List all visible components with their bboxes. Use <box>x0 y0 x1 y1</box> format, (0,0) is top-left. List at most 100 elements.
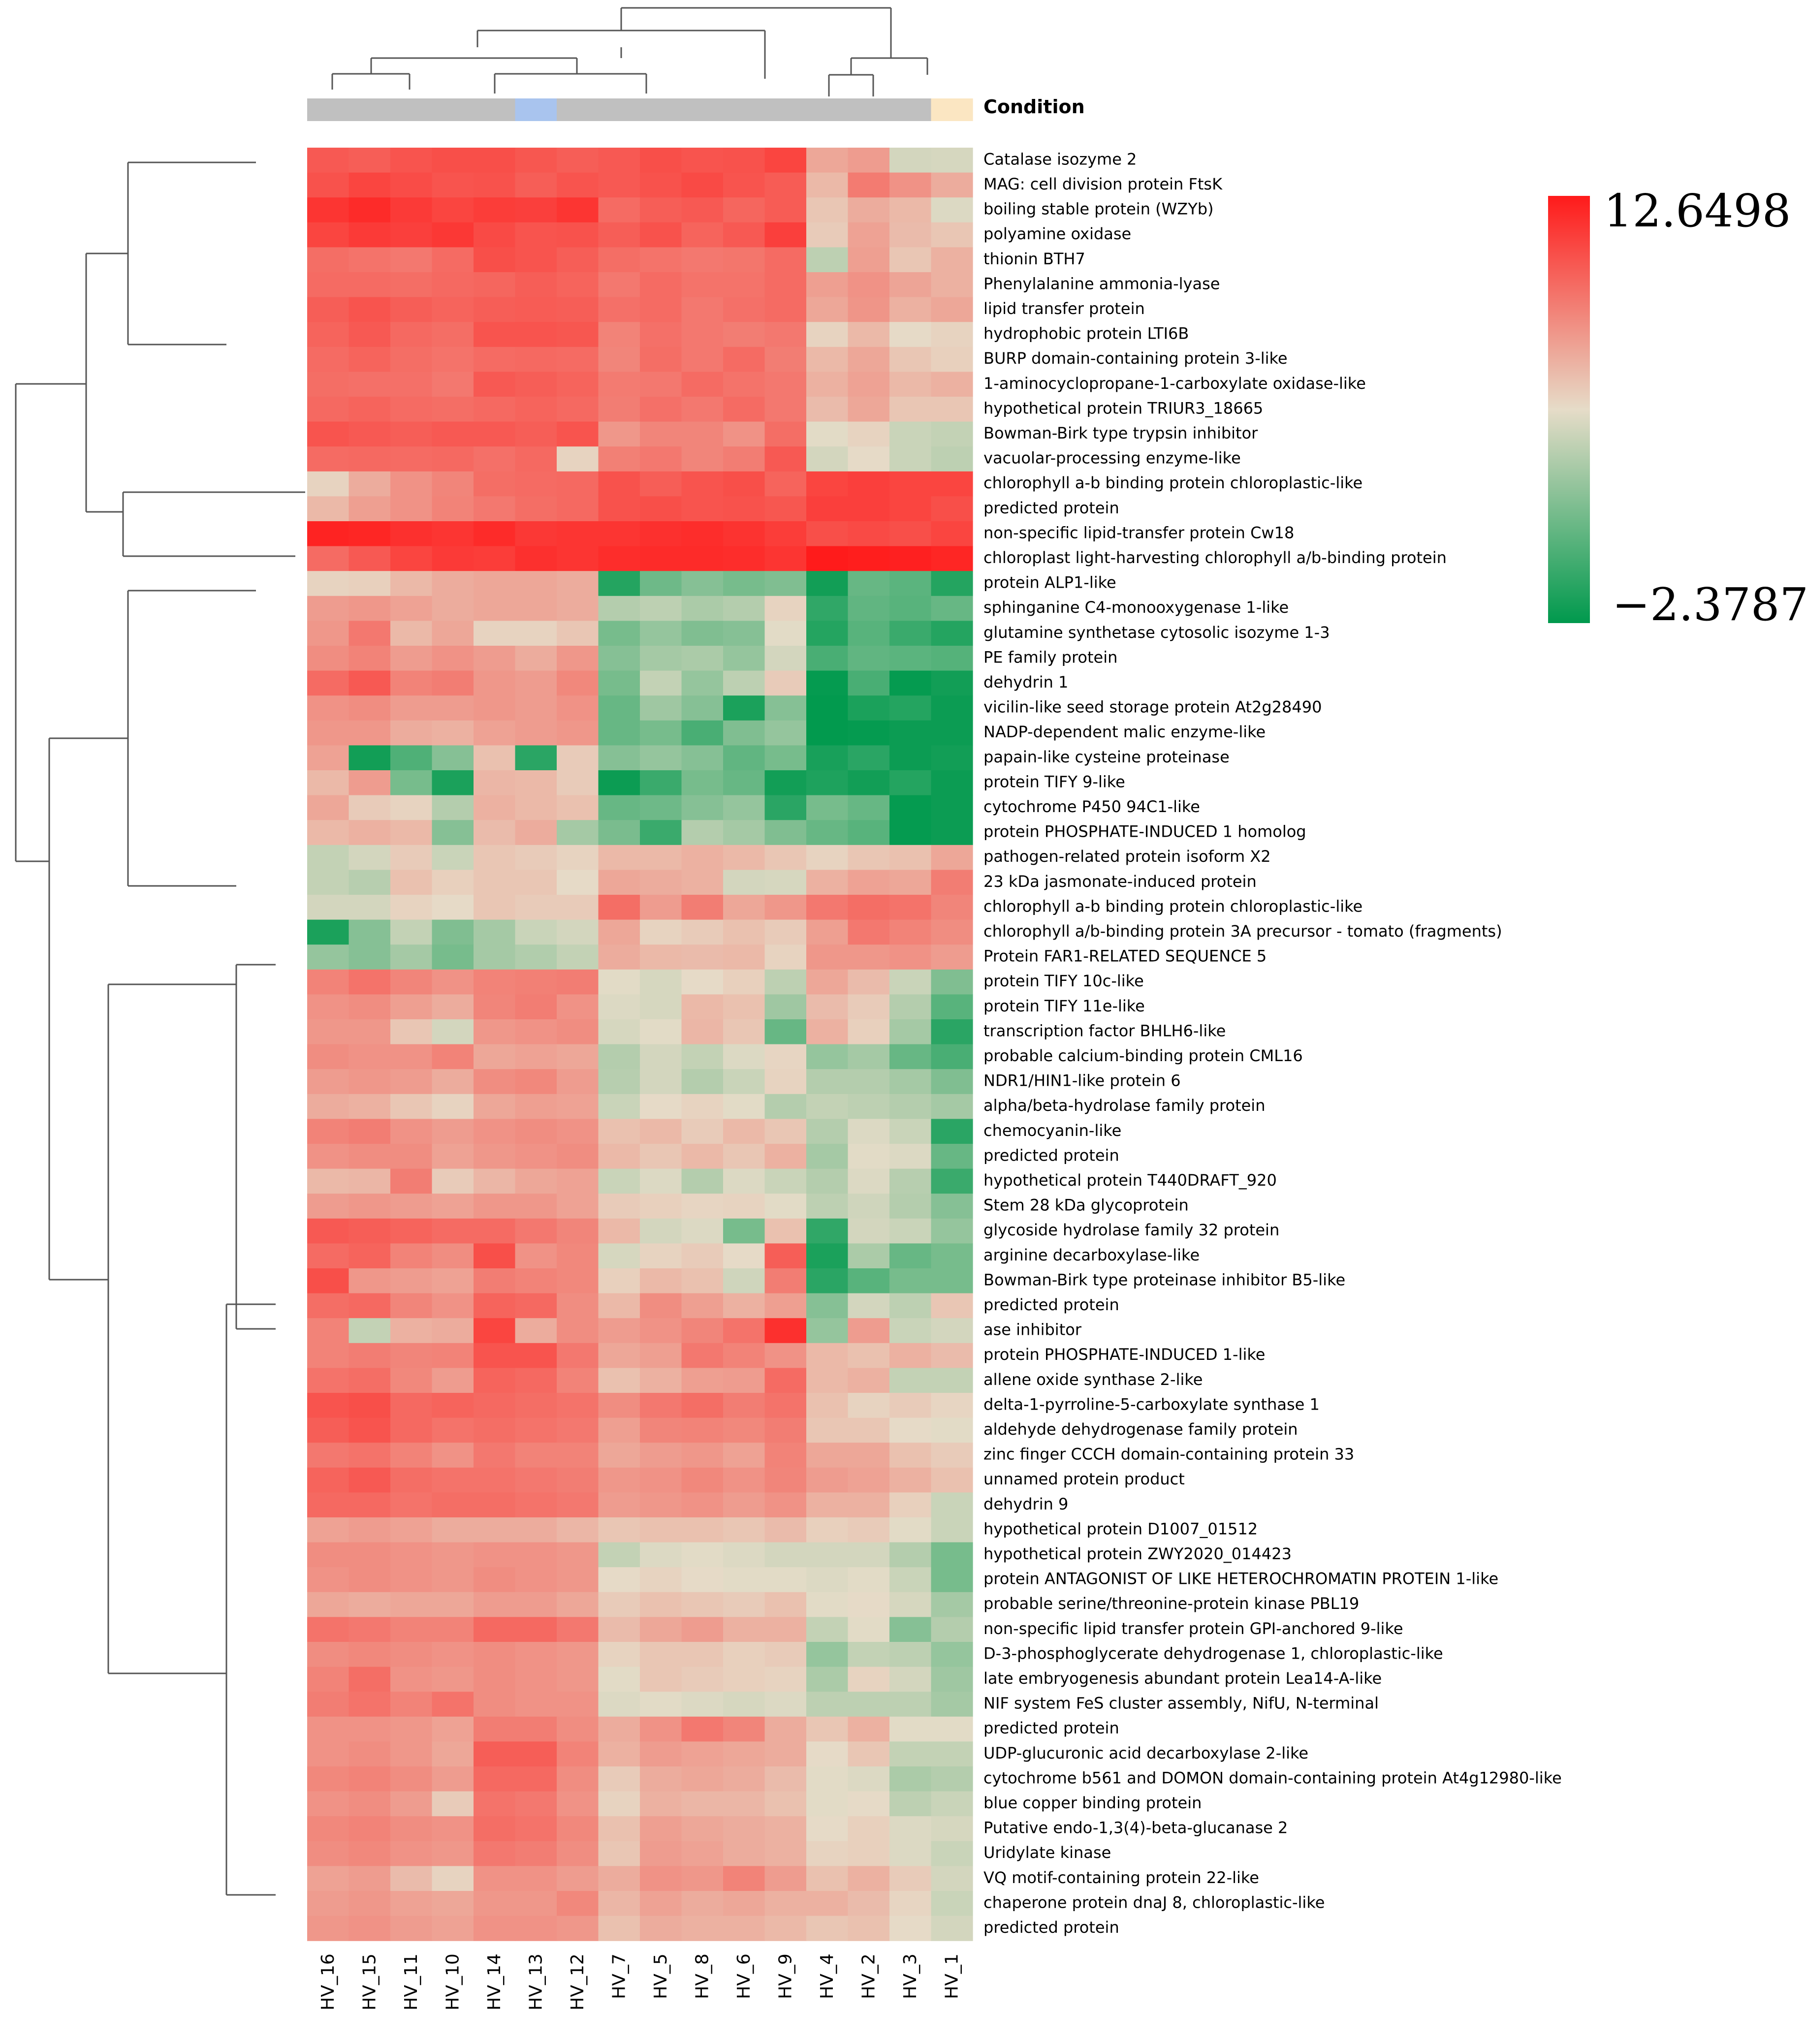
heatmap-cell <box>515 1642 557 1667</box>
heatmap-cell <box>640 1542 682 1568</box>
heatmap-cell <box>307 1417 349 1443</box>
heatmap-cell <box>764 944 807 970</box>
row-label: predicted protein <box>983 1918 1119 1937</box>
heatmap-cell <box>848 994 890 1020</box>
heatmap-cell <box>889 670 932 696</box>
heatmap-cell <box>889 1019 932 1045</box>
heatmap-cell <box>723 1791 765 1817</box>
heatmap-cell <box>723 1916 765 1941</box>
heatmap-cell <box>848 895 890 920</box>
heatmap-cell <box>848 1816 890 1842</box>
heatmap-cell <box>723 1567 765 1593</box>
heatmap-cell <box>515 1293 557 1319</box>
heatmap-cell <box>598 1268 640 1294</box>
legend-max-label: 12.6498 <box>1604 185 1791 237</box>
heatmap-cell <box>848 795 890 820</box>
heatmap-cell <box>889 919 932 945</box>
heatmap-cell <box>390 1343 433 1368</box>
heatmap-cell <box>889 1542 932 1568</box>
row-label: PE family protein <box>983 648 1117 666</box>
heatmap-cell <box>307 421 349 447</box>
heatmap-cell <box>557 670 599 696</box>
heatmap-cell <box>931 421 973 447</box>
heatmap-cell <box>432 646 474 671</box>
heatmap-cell <box>723 322 765 347</box>
heatmap-cell <box>432 372 474 397</box>
heatmap-cell <box>390 1692 433 1717</box>
heatmap-cell <box>432 1194 474 1219</box>
heatmap-cell <box>515 1119 557 1144</box>
heatmap-cell <box>598 272 640 298</box>
heatmap-cell <box>889 197 932 223</box>
heatmap-cell <box>848 1791 890 1817</box>
heatmap-cell <box>307 1517 349 1543</box>
heatmap-cell <box>349 397 391 422</box>
condition-cell <box>889 98 932 121</box>
heatmap-cell <box>307 197 349 223</box>
heatmap-cell <box>557 895 599 920</box>
heatmap-cell <box>640 1218 682 1244</box>
heatmap-cell <box>848 148 890 173</box>
heatmap-cell <box>931 1243 973 1269</box>
heatmap-cell <box>931 1044 973 1069</box>
heatmap-cell <box>889 695 932 721</box>
heatmap-cell <box>307 322 349 347</box>
heatmap-cell <box>931 695 973 721</box>
heatmap-cell <box>598 421 640 447</box>
heatmap-cell <box>349 770 391 796</box>
heatmap-cell <box>806 1492 849 1518</box>
heatmap-cell <box>474 1617 516 1642</box>
heatmap-cell <box>515 1318 557 1344</box>
heatmap-cell <box>931 1492 973 1518</box>
heatmap-cell <box>640 621 682 646</box>
heatmap-cell <box>640 247 682 273</box>
heatmap-cell <box>557 421 599 447</box>
heatmap-cell <box>640 1243 682 1269</box>
heatmap-cell <box>806 1194 849 1219</box>
heatmap-cell <box>764 994 807 1020</box>
row-label: Phenylalanine ammonia-lyase <box>983 274 1220 293</box>
row-label: protein ALP1-like <box>983 573 1116 592</box>
heatmap-cell <box>349 1816 391 1842</box>
heatmap-cell <box>723 372 765 397</box>
heatmap-cell <box>723 969 765 995</box>
heatmap-cell <box>307 1243 349 1269</box>
heatmap-cell <box>598 1841 640 1866</box>
heatmap-cell <box>557 1144 599 1169</box>
heatmap-cell <box>390 1741 433 1767</box>
heatmap-cell <box>557 397 599 422</box>
row-label: protein PHOSPHATE-INDUCED 1 homolog <box>983 822 1306 841</box>
heatmap-cell <box>390 1816 433 1842</box>
heatmap-cell <box>889 1094 932 1119</box>
heatmap-cell <box>723 1368 765 1393</box>
heatmap-cell <box>723 994 765 1020</box>
heatmap-cell <box>474 1417 516 1443</box>
heatmap-cell <box>349 1218 391 1244</box>
heatmap-cell <box>307 496 349 522</box>
heatmap-cell <box>474 1194 516 1219</box>
heatmap-cell <box>806 346 849 372</box>
heatmap-cell <box>557 1343 599 1368</box>
heatmap-cell <box>889 1617 932 1642</box>
heatmap-cell <box>390 1119 433 1144</box>
heatmap-cell <box>681 521 724 547</box>
heatmap-cell <box>848 297 890 322</box>
heatmap-cell <box>931 1119 973 1144</box>
heatmap-cell <box>764 695 807 721</box>
heatmap-cell <box>806 1168 849 1194</box>
heatmap-cell <box>931 1766 973 1792</box>
heatmap-cell <box>390 1144 433 1169</box>
heatmap-cell <box>640 994 682 1020</box>
heatmap-cell <box>723 646 765 671</box>
heatmap-cell <box>681 1492 724 1518</box>
heatmap-cell <box>390 1467 433 1493</box>
heatmap-cell <box>307 1194 349 1219</box>
heatmap-cell <box>598 1019 640 1045</box>
heatmap-cell <box>640 322 682 347</box>
heatmap-cell <box>307 471 349 497</box>
heatmap-cell <box>349 1019 391 1045</box>
heatmap-cell <box>931 1318 973 1344</box>
heatmap-cell <box>598 1144 640 1169</box>
condition-cell <box>432 98 474 121</box>
heatmap-cell <box>432 1443 474 1468</box>
